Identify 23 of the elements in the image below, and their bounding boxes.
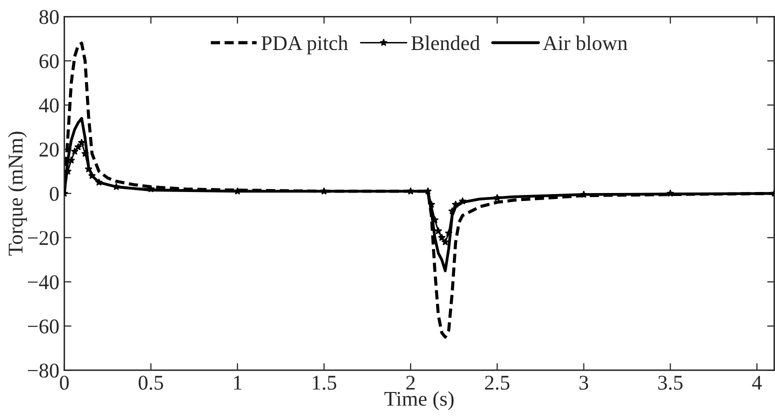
legend-label: PDA pitch	[261, 36, 348, 54]
x-tick-label: 0.5	[138, 376, 164, 390]
y-tick-label: −20	[28, 231, 59, 246]
y-tick-label: 0	[50, 186, 59, 201]
y-tick-label: 80	[39, 10, 59, 24]
y-tick-label: 60	[40, 54, 59, 68]
x-tick-label: 2	[406, 376, 415, 390]
y-tick-label: 20	[40, 142, 59, 157]
y-tick-label: −60	[28, 319, 59, 334]
x-tick-label: 3	[580, 376, 588, 390]
legend-label: Air blown	[542, 36, 628, 50]
x-tick-label: 1	[234, 376, 242, 390]
x-tick-label: 2.5	[485, 376, 510, 390]
x-tick-label: 1.5	[312, 376, 336, 390]
y-axis-title: Torque (mNm)	[8, 132, 27, 256]
y-tick-label: −80	[28, 364, 59, 378]
x-tick-label: 0	[60, 376, 69, 390]
x-axis-title: Time (s)	[384, 391, 454, 410]
y-tick-label: −40	[28, 275, 59, 290]
legend-label: Blended	[411, 36, 480, 50]
y-tick-label: 40	[39, 98, 59, 112]
x-tick-label: 4	[752, 376, 762, 390]
x-tick-label: 3.5	[658, 376, 683, 390]
